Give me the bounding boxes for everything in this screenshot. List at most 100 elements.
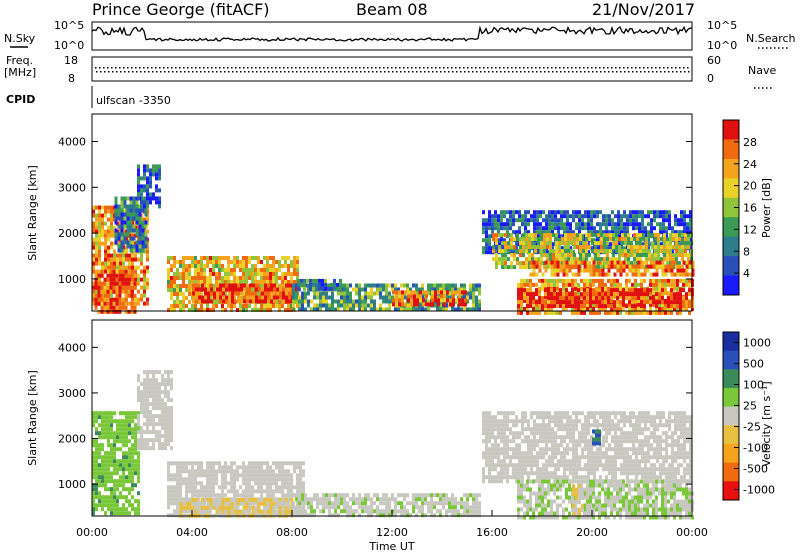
nave-dot	[132, 71, 134, 73]
heatmap-cell	[254, 469, 257, 473]
heatmap-cell	[637, 288, 640, 292]
heatmap-cell	[233, 272, 236, 276]
heatmap-cell	[607, 288, 610, 292]
heatmap-cell	[273, 296, 276, 300]
heatmap-cell	[176, 300, 179, 304]
heatmap-cell	[608, 273, 611, 277]
heatmap-cell	[662, 210, 665, 214]
heatmap-cell	[140, 390, 143, 394]
heatmap-cell	[113, 310, 116, 314]
heatmap-cell	[110, 479, 113, 483]
heatmap-cell	[284, 276, 287, 280]
heatmap-cell	[316, 292, 319, 296]
heatmap-cell	[339, 279, 342, 283]
heatmap-cell	[666, 237, 669, 241]
heatmap-cell	[602, 273, 605, 277]
heatmap-cell	[376, 284, 379, 288]
heatmap-cell	[101, 459, 104, 463]
heatmap-cell	[216, 296, 219, 300]
heatmap-cell	[125, 475, 128, 479]
heatmap-cell	[639, 257, 642, 261]
heatmap-cell	[272, 304, 275, 308]
heatmap-cell	[245, 481, 248, 485]
nave-dot	[100, 71, 102, 73]
heatmap-cell	[635, 265, 638, 269]
heatmap-cell	[185, 272, 188, 276]
freq-dot	[391, 67, 393, 69]
heatmap-cell	[620, 269, 623, 273]
heatmap-cell	[582, 257, 585, 261]
heatmap-cell	[236, 477, 239, 481]
heatmap-cell	[98, 222, 101, 226]
heatmap-cell	[134, 254, 137, 258]
heatmap-cell	[98, 415, 101, 419]
heatmap-cell	[121, 233, 124, 237]
heatmap-cell	[145, 233, 148, 237]
heatmap-cell	[125, 258, 128, 262]
heatmap-cell	[248, 465, 251, 469]
heatmap-cell	[575, 214, 578, 218]
heatmap-cell	[651, 257, 654, 261]
heatmap-cell	[522, 265, 525, 269]
heatmap-cell	[631, 300, 634, 304]
freq-dot	[291, 67, 293, 69]
heatmap-cell	[293, 268, 296, 272]
heatmap-cell	[221, 276, 224, 280]
heatmap-cell	[248, 489, 251, 493]
heatmap-cell	[626, 226, 629, 230]
freq-dot	[379, 67, 381, 69]
heatmap-cell	[529, 300, 532, 304]
heatmap-cell	[134, 274, 137, 278]
heatmap-cell	[504, 253, 507, 257]
heatmap-cell	[485, 222, 488, 226]
nave-dot	[620, 71, 622, 73]
heatmap-cell	[472, 292, 475, 296]
heatmap-cell	[270, 296, 273, 300]
heatmap-cell	[158, 422, 161, 426]
heatmap-cell	[587, 218, 590, 222]
heatmap-cell	[110, 246, 113, 250]
heatmap-cell	[522, 253, 525, 257]
heatmap-cell	[300, 283, 303, 287]
heatmap-cell	[547, 288, 550, 292]
heatmap-cell	[140, 406, 143, 410]
heatmap-cell	[176, 477, 179, 481]
heatmap-cell	[613, 283, 616, 287]
heatmap-cell	[104, 306, 107, 310]
heatmap-cell	[224, 493, 227, 497]
heatmap-cell	[591, 249, 594, 253]
heatmap-cell	[167, 493, 170, 497]
heatmap-cell	[113, 306, 116, 310]
heatmap-cell	[563, 273, 566, 277]
heatmap-cell	[136, 217, 139, 221]
freq-dot	[179, 67, 181, 69]
heatmap-cell	[586, 288, 589, 292]
heatmap-cell	[128, 427, 131, 431]
heatmap-cell	[233, 469, 236, 473]
heatmap-cell	[336, 287, 339, 291]
heatmap-cell	[288, 284, 291, 288]
heatmap-cell	[542, 218, 545, 222]
heatmap-cell	[557, 218, 560, 222]
heatmap-cell	[523, 296, 526, 300]
heatmap-cell	[167, 272, 170, 276]
heatmap-cell	[488, 238, 491, 242]
heatmap-cell	[681, 257, 684, 261]
heatmap-cell	[239, 268, 242, 272]
heatmap-cell	[155, 394, 158, 398]
heatmap-cell	[204, 292, 207, 296]
heatmap-cell	[622, 296, 625, 300]
heatmap-cell	[113, 471, 116, 475]
colorbar-segment	[723, 276, 739, 296]
heatmap-cell	[119, 310, 122, 314]
heatmap-cell	[182, 300, 185, 304]
heatmap-cell	[206, 473, 209, 477]
heatmap-cell	[370, 288, 373, 292]
heatmap-cell	[146, 180, 149, 184]
heatmap-cell	[251, 272, 254, 276]
heatmap-cell	[131, 435, 134, 439]
heatmap-cell	[629, 222, 632, 226]
heatmap-cell	[125, 435, 128, 439]
heatmap-cell	[124, 241, 127, 245]
nave-dot	[588, 71, 590, 73]
